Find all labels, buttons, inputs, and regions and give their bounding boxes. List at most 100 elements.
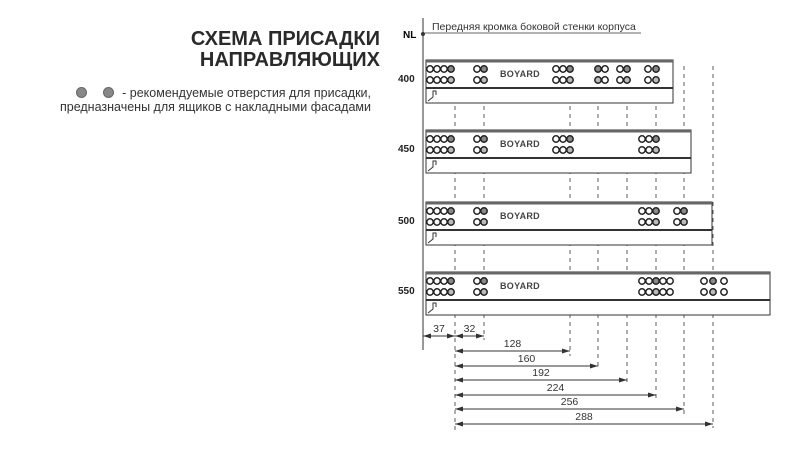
mounting-hole <box>638 218 646 226</box>
mounting-hole <box>426 135 434 143</box>
boyard-logo: BOYARD <box>500 211 540 221</box>
rail-500: BOYARD 500 <box>398 201 713 246</box>
dimension-label: 224 <box>547 382 565 394</box>
legend-separator: - <box>122 86 127 100</box>
title-line-2: НАПРАВЛЯЮЩИХ <box>199 49 380 71</box>
rail-length-label: 500 <box>398 216 415 227</box>
mounting-hole <box>552 135 560 143</box>
mounting-hole <box>433 277 441 285</box>
recommended-hole <box>623 65 631 73</box>
mounting-hole <box>426 76 434 84</box>
mounting-hole <box>559 146 567 154</box>
recommended-hole <box>447 277 455 285</box>
rail-length-label: 400 <box>398 74 415 85</box>
mounting-hole <box>440 277 448 285</box>
mounting-hole <box>645 288 653 296</box>
rail-length-label: 450 <box>398 144 415 155</box>
recommended-hole <box>566 65 574 73</box>
arrow-head-icon <box>455 421 463 427</box>
recommended-hole <box>594 76 602 84</box>
rail-body <box>425 201 713 246</box>
recommended-hole <box>652 277 660 285</box>
mounting-hole <box>644 76 652 84</box>
page-title: СХЕМА ПРИСАДКИ НАПРАВЛЯЮЩИХ <box>150 29 380 71</box>
dimension-label: 256 <box>561 396 579 408</box>
recommended-hole <box>447 76 455 84</box>
mounting-hole <box>473 65 481 73</box>
mounting-hole <box>559 65 567 73</box>
mounting-hole <box>433 65 441 73</box>
rail-hook-icon <box>427 302 437 314</box>
mounting-hole <box>473 76 481 84</box>
boyard-logo: BOYARD <box>500 69 540 79</box>
recommended-hole <box>447 135 455 143</box>
mounting-hole <box>552 65 560 73</box>
arrow-head-icon <box>455 348 463 354</box>
mounting-hole <box>433 135 441 143</box>
mounting-hole <box>559 135 567 143</box>
legend: - рекомендуемые отверстия для присадки, … <box>55 86 371 114</box>
recommended-hole <box>480 218 488 226</box>
mounting-hole <box>559 76 567 84</box>
recommended-hole <box>652 76 660 84</box>
arrow-head-icon <box>455 333 463 339</box>
mounting-hole <box>440 288 448 296</box>
recommended-hole <box>623 76 631 84</box>
mounting-hole <box>426 207 434 215</box>
arrow-head-icon <box>423 333 431 339</box>
grey-hole-icon <box>76 87 88 98</box>
mounting-hole <box>645 135 653 143</box>
mounting-hole <box>473 277 481 285</box>
recommended-hole <box>480 65 488 73</box>
recommended-hole <box>652 146 660 154</box>
recommended-hole <box>480 76 488 84</box>
dimension-label: 288 <box>575 411 593 423</box>
dimension-label: 192 <box>532 367 550 379</box>
mounting-hole <box>720 288 728 296</box>
mounting-hole <box>440 207 448 215</box>
mounting-hole <box>440 146 448 154</box>
mounting-hole <box>433 146 441 154</box>
dimension-label: 37 <box>433 323 445 335</box>
recommended-hole <box>480 135 488 143</box>
mounting-hole <box>638 207 646 215</box>
mounting-hole <box>426 288 434 296</box>
mounting-hole <box>440 135 448 143</box>
arrow-head-icon <box>455 406 463 412</box>
mounting-hole <box>666 277 674 285</box>
legend-line-2: предназначены для ящиков с накладными фа… <box>59 100 371 114</box>
mounting-hole <box>638 288 646 296</box>
recommended-hole <box>709 277 717 285</box>
recommended-hole <box>652 65 660 73</box>
mounting-hole <box>473 135 481 143</box>
mounting-hole <box>440 76 448 84</box>
mounting-hole <box>433 207 441 215</box>
arrow-head-icon <box>476 333 484 339</box>
mounting-hole <box>616 65 624 73</box>
front-edge-caption: Передняя кромка боковой стенки корпуса <box>432 21 636 33</box>
legend-line-1: рекомендуемые отверстия для присадки, <box>129 86 371 100</box>
mounting-hole <box>673 207 681 215</box>
rail-hook-icon <box>427 232 437 244</box>
dimension-label: 160 <box>518 353 536 365</box>
arrow-head-icon <box>705 421 713 427</box>
mounting-hole <box>601 65 609 73</box>
arrow-head-icon <box>455 363 463 369</box>
nl-dot <box>421 32 425 36</box>
recommended-hole <box>566 146 574 154</box>
mounting-hole <box>644 65 652 73</box>
mounting-hole <box>700 288 708 296</box>
mounting-hole <box>645 207 653 215</box>
rail-top-edge <box>426 272 770 275</box>
mounting-hole <box>645 146 653 154</box>
mounting-hole <box>616 76 624 84</box>
mounting-hole <box>426 146 434 154</box>
recommended-hole <box>709 288 717 296</box>
mounting-hole <box>645 277 653 285</box>
arrow-head-icon <box>619 377 627 383</box>
recommended-hole <box>566 135 574 143</box>
title-line-1: СХЕМА ПРИСАДКИ <box>190 28 380 50</box>
rail-length-label: 550 <box>398 286 415 297</box>
recommended-hole <box>680 207 688 215</box>
arrow-head-icon <box>447 333 455 339</box>
